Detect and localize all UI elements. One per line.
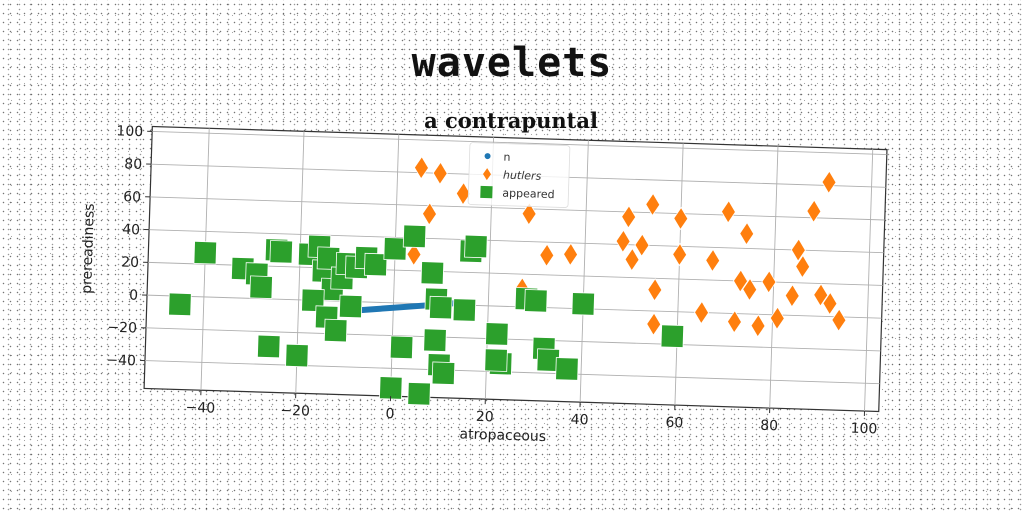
y-tick-label: 80 <box>124 156 142 173</box>
x-tick-label: 40 <box>570 412 588 429</box>
appeared-point <box>486 323 509 346</box>
legend-label: hutlers <box>503 169 542 183</box>
appeared-point <box>421 262 444 285</box>
appeared-point <box>194 241 217 264</box>
y-tick-label: −40 <box>106 352 136 369</box>
appeared-point <box>465 235 488 258</box>
plot-area: −40 −20 0 20 40 60 80 100 −40 −20 0 20 40 60 80 100 at… <box>75 122 887 455</box>
appeared-point <box>424 329 447 352</box>
appeared-point <box>379 377 402 400</box>
appeared-point <box>286 344 309 367</box>
legend: n hutlers appeared <box>468 143 570 208</box>
x-tick-label: 80 <box>760 418 778 435</box>
y-tick-label: 60 <box>123 189 141 206</box>
appeared-point <box>339 295 362 318</box>
appeared-point <box>429 296 452 319</box>
appeared-point <box>257 335 280 358</box>
appeared-point <box>270 240 293 263</box>
y-tick-label: 20 <box>121 255 139 272</box>
appeared-point <box>403 225 426 248</box>
y-tick-label: 0 <box>129 288 138 304</box>
appeared-point <box>525 289 548 312</box>
appeared-point <box>324 319 347 342</box>
appeared-point <box>556 358 579 381</box>
appeared-point <box>390 336 413 359</box>
x-tick-label: 60 <box>665 415 683 432</box>
legend-label: appeared <box>502 187 555 202</box>
appeared-point <box>485 349 508 372</box>
y-tick-label: 100 <box>116 123 143 140</box>
x-axis-label: atropaceous <box>459 426 546 445</box>
appeared-point <box>661 325 684 348</box>
y-tick-label: 40 <box>122 222 140 239</box>
x-tick-label: 100 <box>850 421 877 438</box>
appeared-point <box>432 362 455 385</box>
x-tick-label: 0 <box>385 406 394 422</box>
y-tick-label: −20 <box>107 320 137 337</box>
x-tick-label: −40 <box>185 400 215 417</box>
appeared-point <box>453 299 476 322</box>
legend-label: n <box>503 151 510 164</box>
appeared-point <box>169 293 192 316</box>
y-axis-label: prereadiness <box>79 203 98 294</box>
legend-swatch-appeared <box>480 186 492 198</box>
chart-subtitle: a contrapuntal <box>424 108 598 133</box>
appeared-point <box>250 276 273 299</box>
appeared-point <box>408 382 431 405</box>
x-tick-label: −20 <box>280 403 310 420</box>
appeared-point <box>572 293 595 316</box>
x-tick-label: 20 <box>476 409 494 426</box>
